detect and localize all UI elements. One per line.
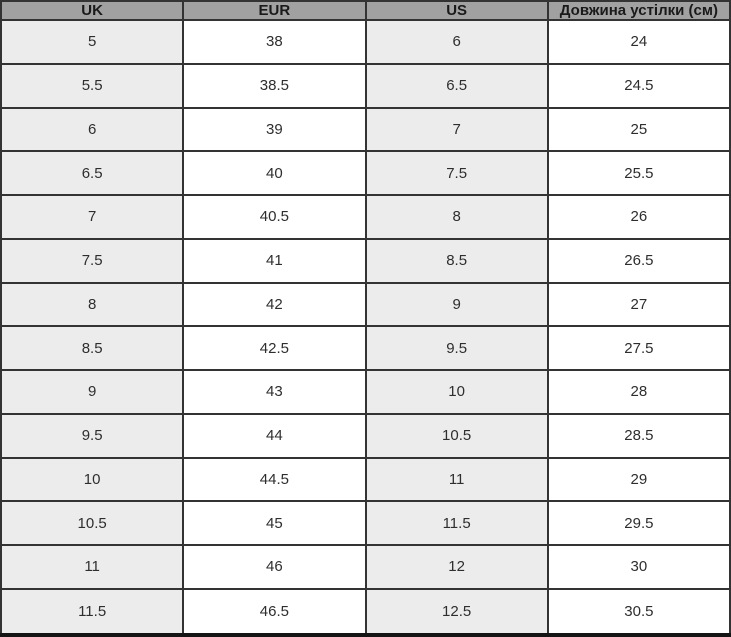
table-row: 11 46 12 30 — [0, 544, 731, 590]
table-row: 8.5 42.5 9.5 27.5 — [0, 325, 731, 371]
cell-us: 12 — [364, 544, 549, 590]
cell-us: 10 — [364, 369, 549, 415]
cell-us: 11 — [364, 456, 549, 503]
table-row: 5.5 38.5 6.5 24.5 — [0, 62, 731, 109]
cell-us: 8 — [364, 194, 549, 240]
cell-eur: 38.5 — [182, 62, 367, 109]
cell-uk: 7.5 — [0, 237, 185, 284]
cell-insole: 29.5 — [546, 500, 731, 546]
column-header-us: US — [364, 0, 549, 21]
cell-us: 6.5 — [364, 62, 549, 109]
cell-uk: 10 — [0, 456, 185, 503]
cell-eur: 44.5 — [182, 456, 367, 503]
cell-uk: 11.5 — [0, 587, 185, 637]
cell-uk: 5.5 — [0, 62, 185, 109]
cell-eur: 46.5 — [182, 587, 367, 637]
cell-us: 7 — [364, 106, 549, 153]
cell-us: 7.5 — [364, 150, 549, 196]
table-row: 8 42 9 27 — [0, 281, 731, 328]
cell-insole: 29 — [546, 456, 731, 503]
cell-us: 12.5 — [364, 587, 549, 637]
cell-uk: 10.5 — [0, 500, 185, 546]
table-row: 6 39 7 25 — [0, 106, 731, 153]
table-header: UK EUR US Довжина устілки (см) — [0, 0, 731, 21]
cell-eur: 46 — [182, 544, 367, 590]
cell-eur: 39 — [182, 106, 367, 153]
cell-us: 6 — [364, 19, 549, 65]
table-body: 5 38 6 24 5.5 38.5 6.5 24.5 6 39 7 25 6.5 40 7.5 25.5 7 4… — [0, 19, 731, 637]
cell-eur: 43 — [182, 369, 367, 415]
cell-eur: 42.5 — [182, 325, 367, 371]
cell-insole: 25.5 — [546, 150, 731, 196]
cell-insole: 27 — [546, 281, 731, 328]
cell-insole: 26.5 — [546, 237, 731, 284]
header-row: UK EUR US Довжина устілки (см) — [0, 0, 731, 21]
cell-eur: 38 — [182, 19, 367, 65]
cell-insole: 25 — [546, 106, 731, 153]
cell-insole: 27.5 — [546, 325, 731, 371]
cell-us: 8.5 — [364, 237, 549, 284]
cell-uk: 11 — [0, 544, 185, 590]
table-row: 7.5 41 8.5 26.5 — [0, 237, 731, 284]
cell-us: 9.5 — [364, 325, 549, 371]
table-row: 10 44.5 11 29 — [0, 456, 731, 503]
column-header-uk: UK — [0, 0, 185, 21]
cell-us: 10.5 — [364, 412, 549, 459]
cell-us: 9 — [364, 281, 549, 328]
cell-uk: 5 — [0, 19, 185, 65]
cell-uk: 9 — [0, 369, 185, 415]
cell-uk: 6.5 — [0, 150, 185, 196]
table-row: 6.5 40 7.5 25.5 — [0, 150, 731, 196]
table-row: 9.5 44 10.5 28.5 — [0, 412, 731, 459]
cell-us: 11.5 — [364, 500, 549, 546]
cell-eur: 40.5 — [182, 194, 367, 240]
table-row: 9 43 10 28 — [0, 369, 731, 415]
table-row: 11.5 46.5 12.5 30.5 — [0, 587, 731, 637]
cell-insole: 24 — [546, 19, 731, 65]
cell-insole: 30 — [546, 544, 731, 590]
column-header-insole: Довжина устілки (см) — [546, 0, 731, 21]
table-row: 7 40.5 8 26 — [0, 194, 731, 240]
column-header-eur: EUR — [182, 0, 367, 21]
cell-insole: 28.5 — [546, 412, 731, 459]
cell-eur: 42 — [182, 281, 367, 328]
cell-uk: 9.5 — [0, 412, 185, 459]
table-row: 10.5 45 11.5 29.5 — [0, 500, 731, 546]
cell-insole: 28 — [546, 369, 731, 415]
cell-eur: 44 — [182, 412, 367, 459]
cell-insole: 30.5 — [546, 587, 731, 637]
cell-uk: 6 — [0, 106, 185, 153]
cell-insole: 26 — [546, 194, 731, 240]
cell-insole: 24.5 — [546, 62, 731, 109]
cell-uk: 8.5 — [0, 325, 185, 371]
cell-eur: 45 — [182, 500, 367, 546]
cell-uk: 8 — [0, 281, 185, 328]
cell-eur: 40 — [182, 150, 367, 196]
cell-eur: 41 — [182, 237, 367, 284]
cell-uk: 7 — [0, 194, 185, 240]
table-row: 5 38 6 24 — [0, 19, 731, 65]
